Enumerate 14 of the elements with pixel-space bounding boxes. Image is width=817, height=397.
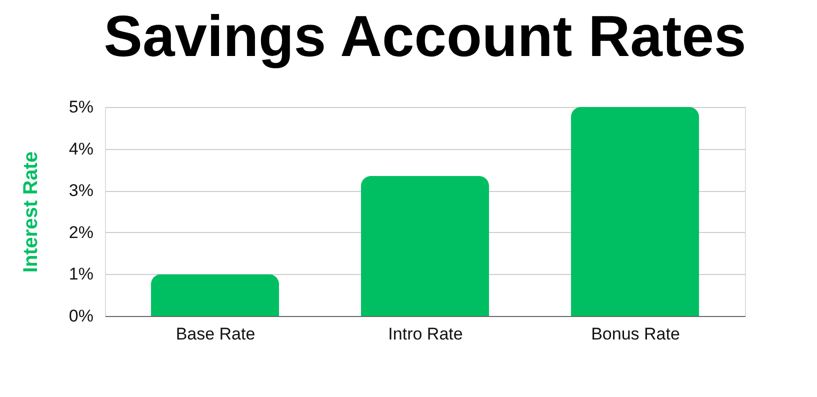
bar	[361, 176, 489, 316]
y-tick-label: 4%	[68, 139, 94, 158]
bar	[571, 107, 699, 316]
y-tick-label: 0%	[68, 306, 94, 326]
bar	[151, 274, 279, 316]
chart-title: Savings Account Rates	[104, 4, 746, 69]
x-tick-label: Intro Rate	[388, 324, 463, 344]
x-tick-label: Bonus Rate	[591, 324, 680, 344]
y-tick-label: 3%	[68, 181, 94, 200]
y-tick-label: 2%	[68, 222, 94, 242]
y-tick-label: 5%	[68, 98, 94, 116]
y-axis-title: Interest Rate	[20, 151, 42, 273]
y-tick-label: 1%	[68, 264, 94, 284]
x-tick-label: Base Rate	[176, 324, 256, 344]
